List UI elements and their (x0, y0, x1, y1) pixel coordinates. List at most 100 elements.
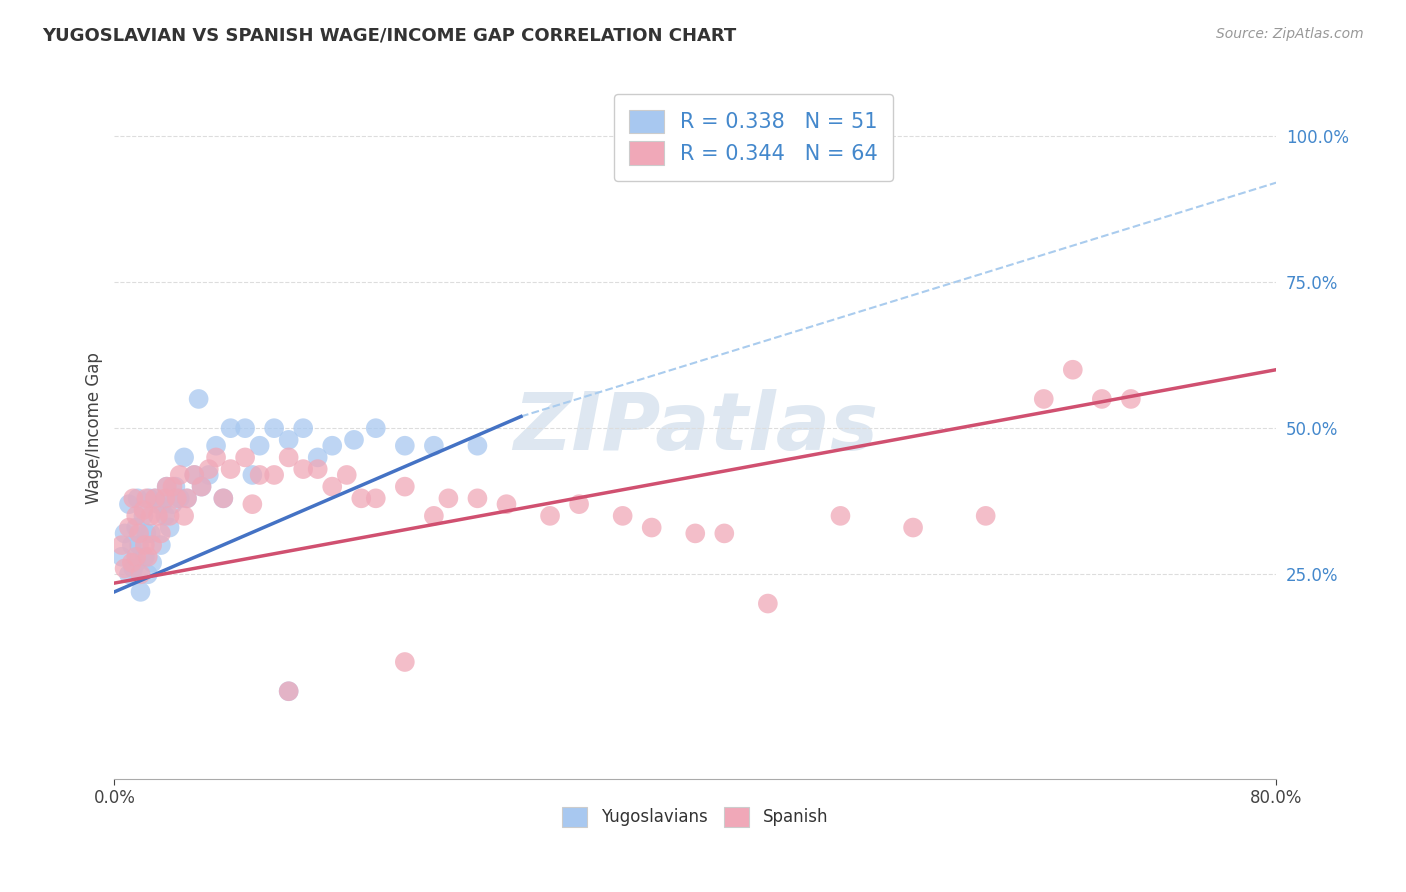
Point (125, 549, 148, 564)
Point (129, 567, 152, 582)
Point (136, 549, 159, 564)
Point (292, 462, 315, 476)
Point (114, 561, 136, 575)
Point (974, 508, 997, 523)
Point (111, 549, 134, 564)
Point (423, 439, 446, 453)
Point (169, 467, 191, 482)
Point (129, 585, 152, 599)
Point (713, 526, 735, 541)
Point (277, 450, 299, 465)
Point (141, 556, 163, 570)
Point (219, 421, 242, 435)
Point (364, 421, 387, 435)
Point (143, 491, 166, 506)
Point (159, 520, 181, 534)
Point (127, 491, 149, 506)
Point (159, 508, 181, 523)
Point (568, 497, 591, 511)
Point (150, 497, 173, 511)
Text: Source: ZipAtlas.com: Source: ZipAtlas.com (1216, 27, 1364, 41)
Point (263, 467, 285, 482)
Point (128, 526, 150, 541)
Point (187, 392, 209, 406)
Point (321, 439, 343, 453)
Point (136, 567, 159, 582)
Point (467, 439, 489, 453)
Point (467, 491, 489, 506)
Point (641, 520, 664, 534)
Point (437, 491, 460, 506)
Point (162, 497, 184, 511)
Point (538, 508, 561, 523)
Point (277, 684, 299, 698)
Point (683, 526, 706, 541)
Point (205, 439, 228, 453)
Point (125, 508, 148, 523)
Point (350, 491, 373, 506)
Point (128, 538, 150, 552)
Point (612, 508, 634, 523)
Point (143, 491, 166, 506)
Point (183, 467, 205, 482)
Point (343, 433, 366, 447)
Point (212, 491, 235, 506)
Point (1062, 362, 1084, 376)
Point (901, 520, 924, 534)
Point (190, 480, 212, 494)
Point (139, 526, 162, 541)
Point (173, 450, 195, 465)
Point (132, 503, 155, 517)
Point (114, 526, 136, 541)
Point (495, 497, 517, 511)
Point (149, 538, 172, 552)
Point (183, 467, 205, 482)
Point (155, 508, 177, 523)
Point (149, 526, 172, 541)
Point (233, 450, 256, 465)
Point (125, 520, 148, 534)
Point (277, 684, 299, 698)
Point (190, 480, 212, 494)
Point (173, 508, 195, 523)
Point (1091, 392, 1114, 406)
Point (394, 439, 416, 453)
Point (336, 467, 359, 482)
Point (122, 561, 145, 575)
Point (198, 462, 221, 476)
Point (118, 497, 141, 511)
Point (118, 567, 141, 582)
Point (141, 538, 163, 552)
Text: YUGOSLAVIAN VS SPANISH WAGE/INCOME GAP CORRELATION CHART: YUGOSLAVIAN VS SPANISH WAGE/INCOME GAP C… (42, 27, 737, 45)
Point (135, 491, 157, 506)
Point (263, 421, 285, 435)
Point (830, 508, 852, 523)
Point (219, 462, 242, 476)
Point (139, 508, 162, 523)
Text: ZIPatlas: ZIPatlas (513, 389, 877, 467)
Point (307, 462, 329, 476)
Point (121, 538, 143, 552)
Point (240, 467, 263, 482)
Point (423, 508, 446, 523)
Legend: Yugoslavians, Spanish: Yugoslavians, Spanish (555, 800, 835, 834)
Point (394, 480, 416, 494)
Y-axis label: Wage/Income Gap: Wage/Income Gap (86, 352, 103, 504)
Point (135, 526, 157, 541)
Point (205, 450, 228, 465)
Point (321, 480, 343, 494)
Point (249, 439, 271, 453)
Point (146, 497, 169, 511)
Point (1032, 392, 1054, 406)
Point (169, 491, 191, 506)
Point (1119, 392, 1142, 406)
Point (155, 491, 177, 506)
Point (111, 538, 134, 552)
Point (249, 467, 271, 482)
Point (277, 433, 299, 447)
Point (156, 480, 179, 494)
Point (121, 556, 143, 570)
Point (364, 491, 387, 506)
Point (165, 480, 187, 494)
Point (176, 491, 198, 506)
